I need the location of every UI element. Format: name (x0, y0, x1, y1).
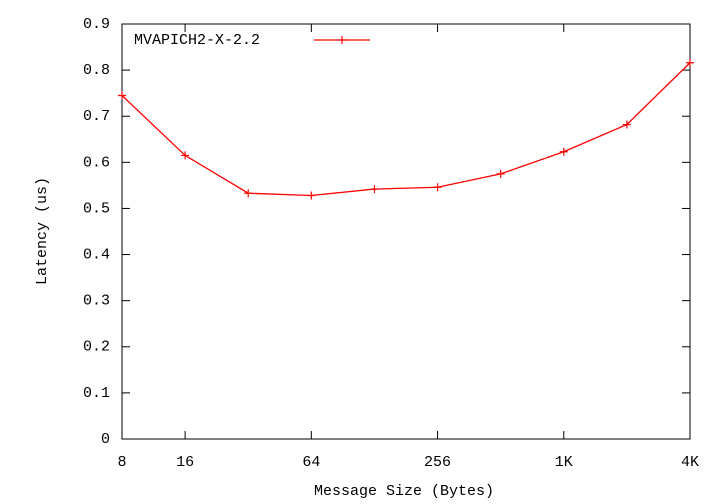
y-tick-label: 0.2 (83, 339, 110, 356)
data-point (686, 58, 694, 67)
y-tick-label: 0.3 (83, 293, 110, 310)
legend-label: MVAPICH2-X-2.2 (134, 32, 260, 49)
data-point (244, 189, 253, 198)
y-tick-label: 0.4 (83, 247, 110, 264)
data-point (433, 183, 442, 192)
data-point (496, 169, 505, 178)
legend-swatch-marker (338, 36, 346, 44)
data-point (370, 185, 379, 194)
data-point (118, 91, 126, 100)
x-tick-label: 256 (424, 454, 451, 471)
x-axis-label: Message Size (Bytes) (314, 483, 494, 500)
y-tick-label: 0.6 (83, 154, 110, 171)
y-tick-label: 0.1 (83, 385, 110, 402)
y-tick-label: 0.5 (83, 200, 110, 217)
data-point (181, 151, 190, 160)
x-tick-label: 16 (176, 454, 194, 471)
plot-frame (121, 23, 691, 440)
x-tick-label: 4K (681, 454, 699, 471)
y-tick-label: 0.8 (83, 62, 110, 79)
x-tick-label: 64 (302, 454, 320, 471)
y-tick-label: 0.7 (83, 108, 110, 125)
data-point (559, 147, 568, 156)
x-tick-label: 8 (117, 454, 126, 471)
x-tick-label: 1K (555, 454, 573, 471)
y-tick-label: 0 (101, 431, 110, 448)
y-axis-label: Latency (us) (34, 177, 51, 285)
series-line (121, 62, 691, 197)
y-tick-label: 0.9 (83, 16, 110, 33)
data-point (622, 120, 631, 129)
data-point (307, 191, 316, 200)
